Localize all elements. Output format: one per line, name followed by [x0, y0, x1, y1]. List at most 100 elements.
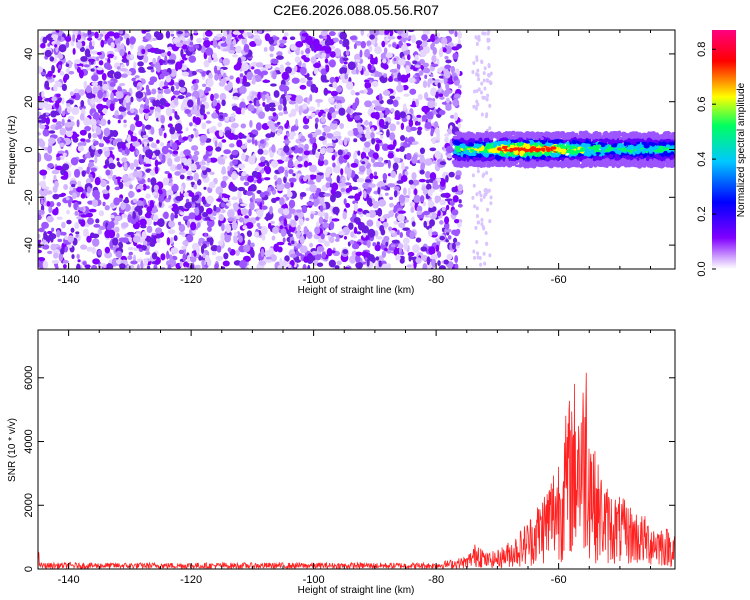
spectrogram-cell	[325, 90, 332, 94]
spectrogram-cell	[457, 122, 462, 129]
spectrogram-cell	[398, 243, 404, 249]
spectrogram-cell	[280, 151, 285, 157]
spectrogram-cell	[416, 114, 422, 118]
spectrogram-cell	[153, 31, 161, 38]
spectrogram-cell	[230, 173, 239, 179]
spectrogram-cell	[361, 225, 369, 234]
spectrogram-cell	[180, 48, 184, 58]
spectrogram-cell	[477, 220, 481, 225]
spectrogram-cell	[91, 264, 98, 269]
spectrogram-cell	[201, 122, 207, 130]
spectrogram-cell	[182, 240, 189, 246]
spectrogram-cell	[38, 153, 42, 162]
spectrogram-cell	[482, 78, 486, 83]
spectrogram-cell	[170, 103, 174, 107]
spectrogram-cell	[202, 212, 209, 218]
spectrogram-cell	[355, 59, 361, 63]
spectrogram-cell	[434, 195, 440, 204]
spectrogram-cell	[427, 100, 435, 109]
spectrogram-cell	[61, 118, 65, 127]
spectrogram-cell	[454, 255, 459, 264]
spectrogram-cell	[425, 170, 431, 179]
spectrogram-cell	[179, 261, 183, 267]
spectrogram-cell	[152, 57, 157, 65]
spectrogram-cell	[489, 201, 493, 206]
spectrogram-cell	[356, 134, 363, 138]
spectrogram-cell	[415, 40, 423, 46]
spectrogram-cell	[422, 30, 431, 36]
spectrogram-cell	[42, 129, 50, 137]
spectrogram-cell	[311, 250, 318, 256]
spectrogram-cell	[58, 64, 62, 69]
spectrogram-cell	[175, 195, 184, 202]
spectrogram-cell	[100, 39, 105, 48]
spectrogram-cell	[257, 91, 261, 101]
spectrogram-cell	[205, 47, 214, 56]
spectrogram-cell	[404, 170, 409, 176]
spectrogram-cell	[397, 58, 406, 66]
spectrogram-cell	[193, 44, 200, 49]
spectrogram-cell	[82, 261, 87, 266]
spectrogram-cell	[58, 252, 64, 262]
spectrogram-cell	[474, 225, 478, 230]
spectrogram-cell	[350, 231, 355, 238]
spectrogram-cell	[48, 130, 56, 134]
spectrogram-cell	[243, 43, 250, 53]
spectrogram-cell	[322, 113, 326, 118]
spectrogram-cell	[472, 104, 476, 109]
spectrogram-cell	[364, 48, 370, 58]
spectrogram-cell	[47, 250, 53, 255]
spectrogram-cell	[402, 237, 410, 245]
spectrogram-cell	[110, 41, 115, 49]
spectrogram-cell	[351, 69, 358, 75]
spectrogram-cell	[214, 140, 218, 148]
spectrogram-cell	[419, 156, 426, 164]
spectrogram-cell	[391, 239, 400, 244]
spectrogram-cell	[282, 208, 290, 216]
spectrogram-cell	[270, 220, 275, 225]
spectrogram-cell	[409, 201, 415, 208]
spectrogram-cell	[384, 192, 389, 196]
spectrogram-cell	[54, 180, 59, 189]
spectrogram-cell	[51, 227, 55, 232]
spectrogram-cell	[299, 192, 307, 197]
spectrogram-cell	[357, 150, 361, 156]
spectrogram-cell	[239, 203, 248, 207]
spectrogram-cell	[364, 79, 371, 83]
spectrogram-cell	[127, 255, 133, 261]
spectrogram-cell	[57, 52, 62, 59]
spectrogram-cell	[247, 104, 255, 112]
spectrogram-cell	[421, 254, 429, 262]
spectrogram-cell	[480, 81, 484, 86]
spectrogram-cell	[93, 140, 99, 146]
spectrogram-cell	[252, 76, 256, 85]
spectrogram-cell	[398, 222, 406, 229]
spectrogram-cell	[220, 202, 226, 208]
spectrogram-cell	[325, 64, 330, 73]
spectrogram-cell	[170, 85, 175, 92]
spectrogram-cell	[109, 214, 115, 219]
spectrogram-cell	[206, 195, 214, 205]
spectrogram-cell	[109, 103, 115, 112]
spectrogram-cell	[374, 230, 379, 237]
spectrogram-cell	[414, 64, 421, 68]
spectrogram-cell	[39, 124, 46, 130]
spectrogram-cell	[67, 244, 73, 249]
spectrogram-cell	[76, 253, 80, 260]
spectrogram-cell	[160, 114, 166, 124]
spectrogram-cell	[143, 141, 148, 147]
spectrogram-cell	[310, 56, 317, 64]
spectrogram-cell	[354, 193, 361, 202]
spectrogram-cell	[343, 154, 350, 160]
spectrogram-cell	[429, 219, 435, 227]
spectrogram-cell	[309, 136, 317, 145]
spectrogram-cell	[220, 180, 227, 189]
spectrogram-cell	[487, 64, 491, 69]
spectrogram-cell	[377, 187, 381, 195]
spectrogram-cell	[56, 93, 61, 98]
spectrogram-cell	[430, 63, 439, 68]
spectrogram-cell	[326, 147, 334, 153]
spectrogram-cell	[411, 100, 416, 108]
spectrogram-cell	[241, 171, 247, 177]
spectrogram-cell	[231, 221, 238, 231]
